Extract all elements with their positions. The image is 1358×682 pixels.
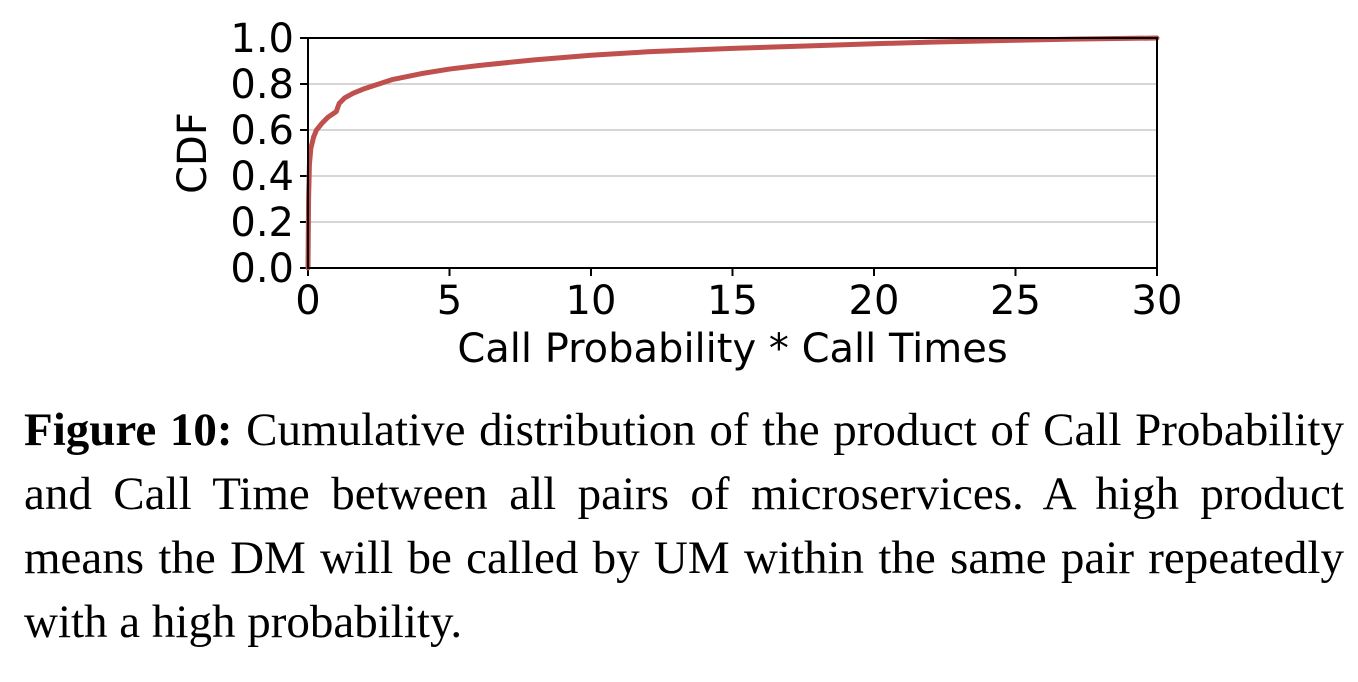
x-axis-title: Call Probability * Call Times — [457, 326, 1007, 372]
y-axis-title: CDF — [170, 112, 216, 194]
y-tick-label: 0.4 — [230, 154, 294, 200]
y-tick-label: 0.2 — [230, 200, 294, 246]
y-tick-label: 0.0 — [230, 246, 294, 292]
y-tick-label: 1.0 — [230, 16, 294, 62]
y-tick-label: 0.6 — [230, 108, 294, 154]
x-tick-label: 20 — [849, 278, 900, 324]
x-tick-label: 0 — [295, 278, 320, 324]
cdf-series-line — [305, 35, 1160, 271]
grid-lines — [308, 83, 1157, 223]
y-tick-label: 0.8 — [230, 62, 294, 108]
figure-caption: Figure 10: Cumulative distribution of th… — [24, 398, 1344, 654]
plot-frame — [307, 37, 1158, 269]
y-axis-ticks: 0.00.20.40.60.81.0 — [230, 16, 308, 292]
cdf-chart: 0.00.20.40.60.81.0 0 5 10 15 20 25 30 CDF Call… — [170, 16, 1182, 372]
x-axis-ticks: 0 5 10 15 20 25 30 — [295, 268, 1182, 324]
x-tick-label: 30 — [1132, 278, 1183, 324]
x-tick-label: 5 — [437, 278, 462, 324]
x-tick-label: 10 — [566, 278, 617, 324]
x-tick-label: 25 — [990, 278, 1041, 324]
caption-label: Figure 10: — [24, 404, 233, 456]
caption-text: Cumulative distribution of the product o… — [24, 404, 1344, 648]
x-tick-label: 15 — [707, 278, 758, 324]
